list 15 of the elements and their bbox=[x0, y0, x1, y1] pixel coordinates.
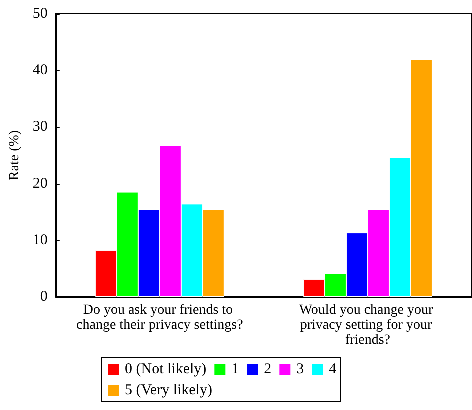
legend-label: 2 bbox=[264, 362, 272, 378]
y-tick-label: 40 bbox=[32, 62, 48, 79]
x-tick-label: Do you ask your friends to change their privacy settings? bbox=[76, 303, 244, 333]
legend-label: 1 bbox=[232, 362, 240, 378]
x-tick-label: Would you change your privacy setting for your friends? bbox=[299, 303, 437, 348]
legend-label: 0 (Not likely) bbox=[125, 362, 207, 378]
y-tick-label: 10 bbox=[32, 232, 48, 248]
y-tick-label: 30 bbox=[32, 119, 48, 136]
legend-label: 4 bbox=[329, 362, 338, 378]
y-tick-label: 0 bbox=[40, 289, 48, 305]
legend-label: 3 bbox=[296, 362, 304, 378]
y-axis-title: Rate (%) bbox=[8, 130, 22, 181]
legend-label: 5 (Very likely) bbox=[125, 382, 212, 398]
y-tick-label: 20 bbox=[32, 176, 48, 192]
y-tick-label: 50 bbox=[32, 6, 48, 22]
